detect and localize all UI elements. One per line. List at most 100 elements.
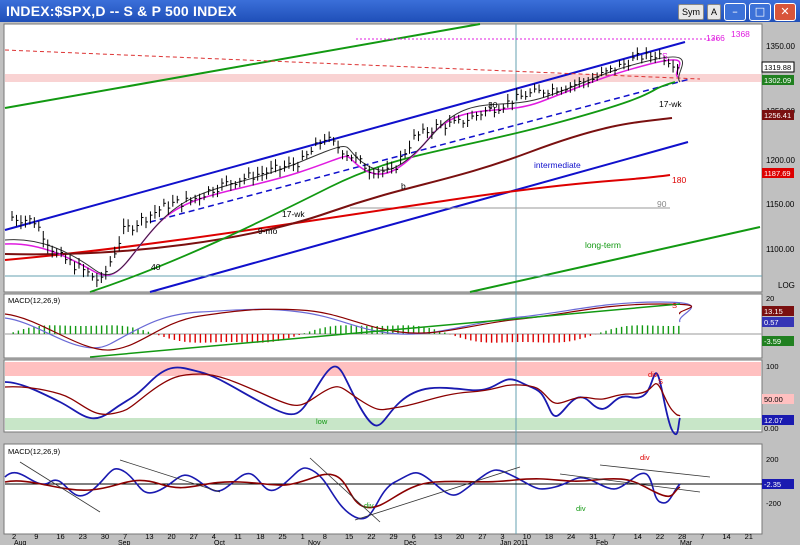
macd-weekly-line bbox=[4, 301, 692, 349]
date-axis-tick: 7 bbox=[123, 532, 127, 541]
price-tags: 1319.88 1302.09 1256.41 1187.69 bbox=[761, 61, 795, 178]
date-axis-tick: 2 bbox=[12, 532, 16, 541]
macd-weekly-tag: -3.59 bbox=[764, 337, 781, 346]
macd-hourly-trendlines bbox=[19, 457, 711, 523]
macd-weekly-signal bbox=[4, 303, 692, 351]
log-label: LOG bbox=[778, 281, 795, 290]
macd-weekly-labels: MACD(12,26,9) 20 13.15 0.57 -3.59 S bbox=[8, 294, 794, 346]
oscillator-tag: 12.07 bbox=[764, 416, 783, 425]
date-axis-tick: 11 bbox=[234, 532, 242, 541]
date-axis-tick: 28 bbox=[678, 532, 686, 541]
date-axis-month: Jan 2011 bbox=[500, 540, 528, 545]
close-icon[interactable]: ✕ bbox=[774, 3, 796, 21]
label-40: 40 bbox=[151, 262, 161, 272]
oscillator-tick: 100 bbox=[766, 362, 779, 371]
label-div-macd-b: div bbox=[576, 504, 586, 513]
date-axis-tick: 30 bbox=[101, 532, 109, 541]
minimize-icon[interactable]: – bbox=[724, 3, 746, 21]
label-90: 90 bbox=[657, 199, 667, 209]
maximize-icon[interactable]: □ bbox=[749, 3, 771, 21]
date-axis-month: Feb bbox=[596, 540, 608, 545]
label-30: 30 bbox=[488, 100, 498, 110]
date-axis-tick: 29 bbox=[389, 532, 397, 541]
macd-hourly-tick: 200 bbox=[766, 455, 779, 464]
stock-chart: 1350.00 1250.00 1200.00 1150.00 1100.00 … bbox=[3, 23, 795, 545]
date-axis-tick: 31 bbox=[589, 532, 597, 541]
date-axis-tick: 13 bbox=[145, 532, 153, 541]
date-axis-tick: 9 bbox=[34, 532, 38, 541]
date-axis-tick: 16 bbox=[56, 532, 64, 541]
red-dashed-resistance bbox=[4, 49, 701, 80]
price-axis-tick: 1200.00 bbox=[766, 156, 795, 165]
macd-hourly-labels: MACD(12,26,9) 200 -200 -2.35 div div div bbox=[8, 447, 794, 513]
longterm-green-lower bbox=[469, 226, 761, 293]
macd-weekly-tag: 0.57 bbox=[764, 318, 779, 327]
date-axis-tick: 27 bbox=[478, 532, 486, 541]
oscillator-labels: 100 50.00 12.07 0.00 low div S bbox=[316, 362, 794, 433]
annotation-tool-button[interactable]: A bbox=[706, 4, 721, 20]
price-tag-last: 1319.88 bbox=[764, 63, 791, 72]
window-title: INDEX:$SPX,D -- S & P 500 INDEX bbox=[6, 3, 237, 19]
label-1366: 1366 bbox=[706, 33, 725, 43]
intermediate-blue-lower bbox=[149, 141, 689, 293]
date-axis: 2 9 16 23 30 7 13 20 27 4 11 18 25 1 8 15 22 29 6 13 20 27 3 10… bbox=[12, 532, 753, 545]
date-axis-tick: 13 bbox=[434, 532, 442, 541]
label-div-osc: div bbox=[648, 370, 658, 379]
label-longterm: long-term bbox=[585, 240, 621, 250]
date-axis-month: Nov bbox=[308, 540, 321, 545]
ma-180-red bbox=[4, 174, 671, 261]
date-axis-tick: 21 bbox=[745, 532, 753, 541]
longterm-green-upper bbox=[4, 23, 481, 109]
date-axis-tick: 8 bbox=[323, 532, 327, 541]
label-s-macd-weekly: S bbox=[672, 301, 677, 310]
price-tag-red: 1187.69 bbox=[764, 169, 791, 178]
date-axis-tick: 20 bbox=[456, 532, 464, 541]
macd-weekly-title: MACD(12,26,9) bbox=[8, 296, 61, 305]
resistance-zone bbox=[5, 74, 761, 82]
ma-short-black bbox=[4, 56, 683, 276]
date-axis-tick: 24 bbox=[567, 532, 575, 541]
date-axis-tick: 7 bbox=[700, 532, 704, 541]
price-axis-tick: 1350.00 bbox=[766, 42, 795, 51]
price-panel bbox=[3, 23, 763, 293]
label-s-osc: S bbox=[658, 377, 663, 386]
label-intermediate: intermediate bbox=[534, 160, 581, 170]
label-div-macd-a: div bbox=[364, 501, 374, 510]
date-axis-tick: 18 bbox=[256, 532, 264, 541]
date-axis-tick: 7 bbox=[611, 532, 615, 541]
macd-hourly-title: MACD(12,26,9) bbox=[8, 447, 61, 456]
macd-hourly-tick: -200 bbox=[766, 499, 781, 508]
label-b: b bbox=[401, 181, 406, 191]
oscillator-tag: 50.00 bbox=[764, 395, 783, 404]
price-axis-tick: 1150.00 bbox=[766, 200, 795, 209]
date-axis-tick: 22 bbox=[367, 532, 375, 541]
price-annotations: 1366 1368 17-wk 17-wk 9-mo intermediate … bbox=[151, 29, 750, 272]
date-axis-tick: 27 bbox=[190, 532, 198, 541]
date-axis-tick: 1 bbox=[301, 532, 305, 541]
window-titlebar: INDEX:$SPX,D -- S & P 500 INDEX Sym A – … bbox=[0, 0, 800, 22]
date-axis-month: Sep bbox=[118, 540, 131, 545]
overbought-zone bbox=[5, 362, 761, 376]
oscillator-tag: 0.00 bbox=[764, 424, 779, 433]
symbol-tool-button[interactable]: Sym bbox=[677, 4, 704, 20]
oscillator-red-line bbox=[4, 373, 681, 417]
label-1368: 1368 bbox=[731, 29, 750, 39]
date-axis-tick: 14 bbox=[634, 532, 642, 541]
date-axis-tick: 3 bbox=[500, 532, 504, 541]
window-controls: Sym A – □ ✕ bbox=[677, 3, 796, 21]
date-axis-tick: 6 bbox=[412, 532, 416, 541]
label-17wk-left: 17-wk bbox=[282, 209, 305, 219]
date-axis-tick: 18 bbox=[545, 532, 553, 541]
macd-weekly-green-trend bbox=[89, 303, 681, 358]
price-bars bbox=[11, 47, 680, 288]
macd-hourly-blue-line bbox=[4, 467, 681, 520]
date-axis-month: Oct bbox=[214, 540, 225, 545]
label-s-price: S bbox=[662, 51, 668, 61]
label-180: 180 bbox=[672, 175, 686, 185]
date-axis-tick: 10 bbox=[523, 532, 531, 541]
date-axis-tick: 25 bbox=[278, 532, 286, 541]
date-axis-tick: 15 bbox=[345, 532, 353, 541]
macd-hourly-tag: -2.35 bbox=[764, 480, 781, 489]
macd-weekly-tick: 20 bbox=[766, 294, 774, 303]
date-axis-tick: 23 bbox=[79, 532, 87, 541]
